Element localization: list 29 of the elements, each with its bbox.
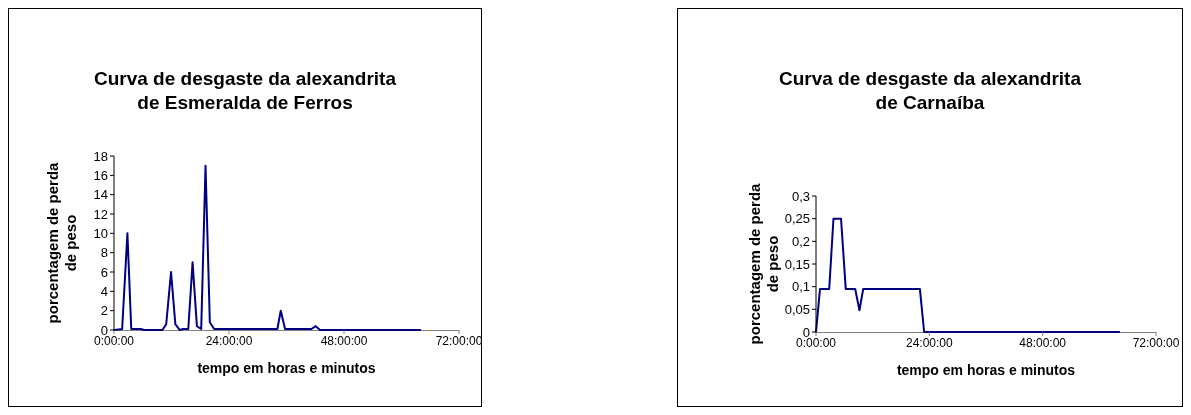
x-tick-label: 72:00:00 <box>1132 335 1180 350</box>
y-axis-title: porcentagem de perda de peso <box>43 162 80 324</box>
x-tick-label: 48:00:00 <box>320 333 368 348</box>
chart-title: Curva de desgaste da alexandrita de Carnaíba <box>778 67 1082 115</box>
y-tick-label: 0,1 <box>791 279 810 295</box>
y-tick-label: 6 <box>100 264 108 280</box>
y-tick-label: 0,05 <box>784 301 810 317</box>
x-tick-label: 24:00:00 <box>905 335 954 350</box>
y-tick-label: 10 <box>93 225 108 241</box>
y-tick-label: 12 <box>93 206 108 222</box>
y-tick-label: 0,3 <box>791 188 810 204</box>
y-tick-label: 0,15 <box>784 256 810 272</box>
x-tick-label: 48:00:00 <box>1019 335 1067 350</box>
x-axis-title: tempo em horas e minutos <box>196 360 377 376</box>
y-tick-label: 16 <box>93 167 108 183</box>
x-tick-label: 72:00:00 <box>435 333 483 348</box>
chart-title: Curva de desgaste da alexandrita de Esmeralda de Ferros <box>93 67 397 115</box>
y-tick-label: 0,2 <box>791 233 810 249</box>
line-series <box>815 217 1121 333</box>
y-tick-label: 14 <box>93 187 108 203</box>
y-tick-label: 18 <box>93 148 108 164</box>
x-tick-label: 24:00:00 <box>205 333 253 348</box>
y-tick-label: 0,25 <box>784 211 810 227</box>
x-axis-title: tempo em horas e minutos <box>895 362 1077 378</box>
y-tick-label: 2 <box>100 303 108 319</box>
y-tick-label: 4 <box>100 283 108 299</box>
y-axis-title: porcentagem de perda de peso <box>745 183 782 345</box>
y-tick-label: 8 <box>100 245 108 261</box>
line-series <box>113 164 422 331</box>
